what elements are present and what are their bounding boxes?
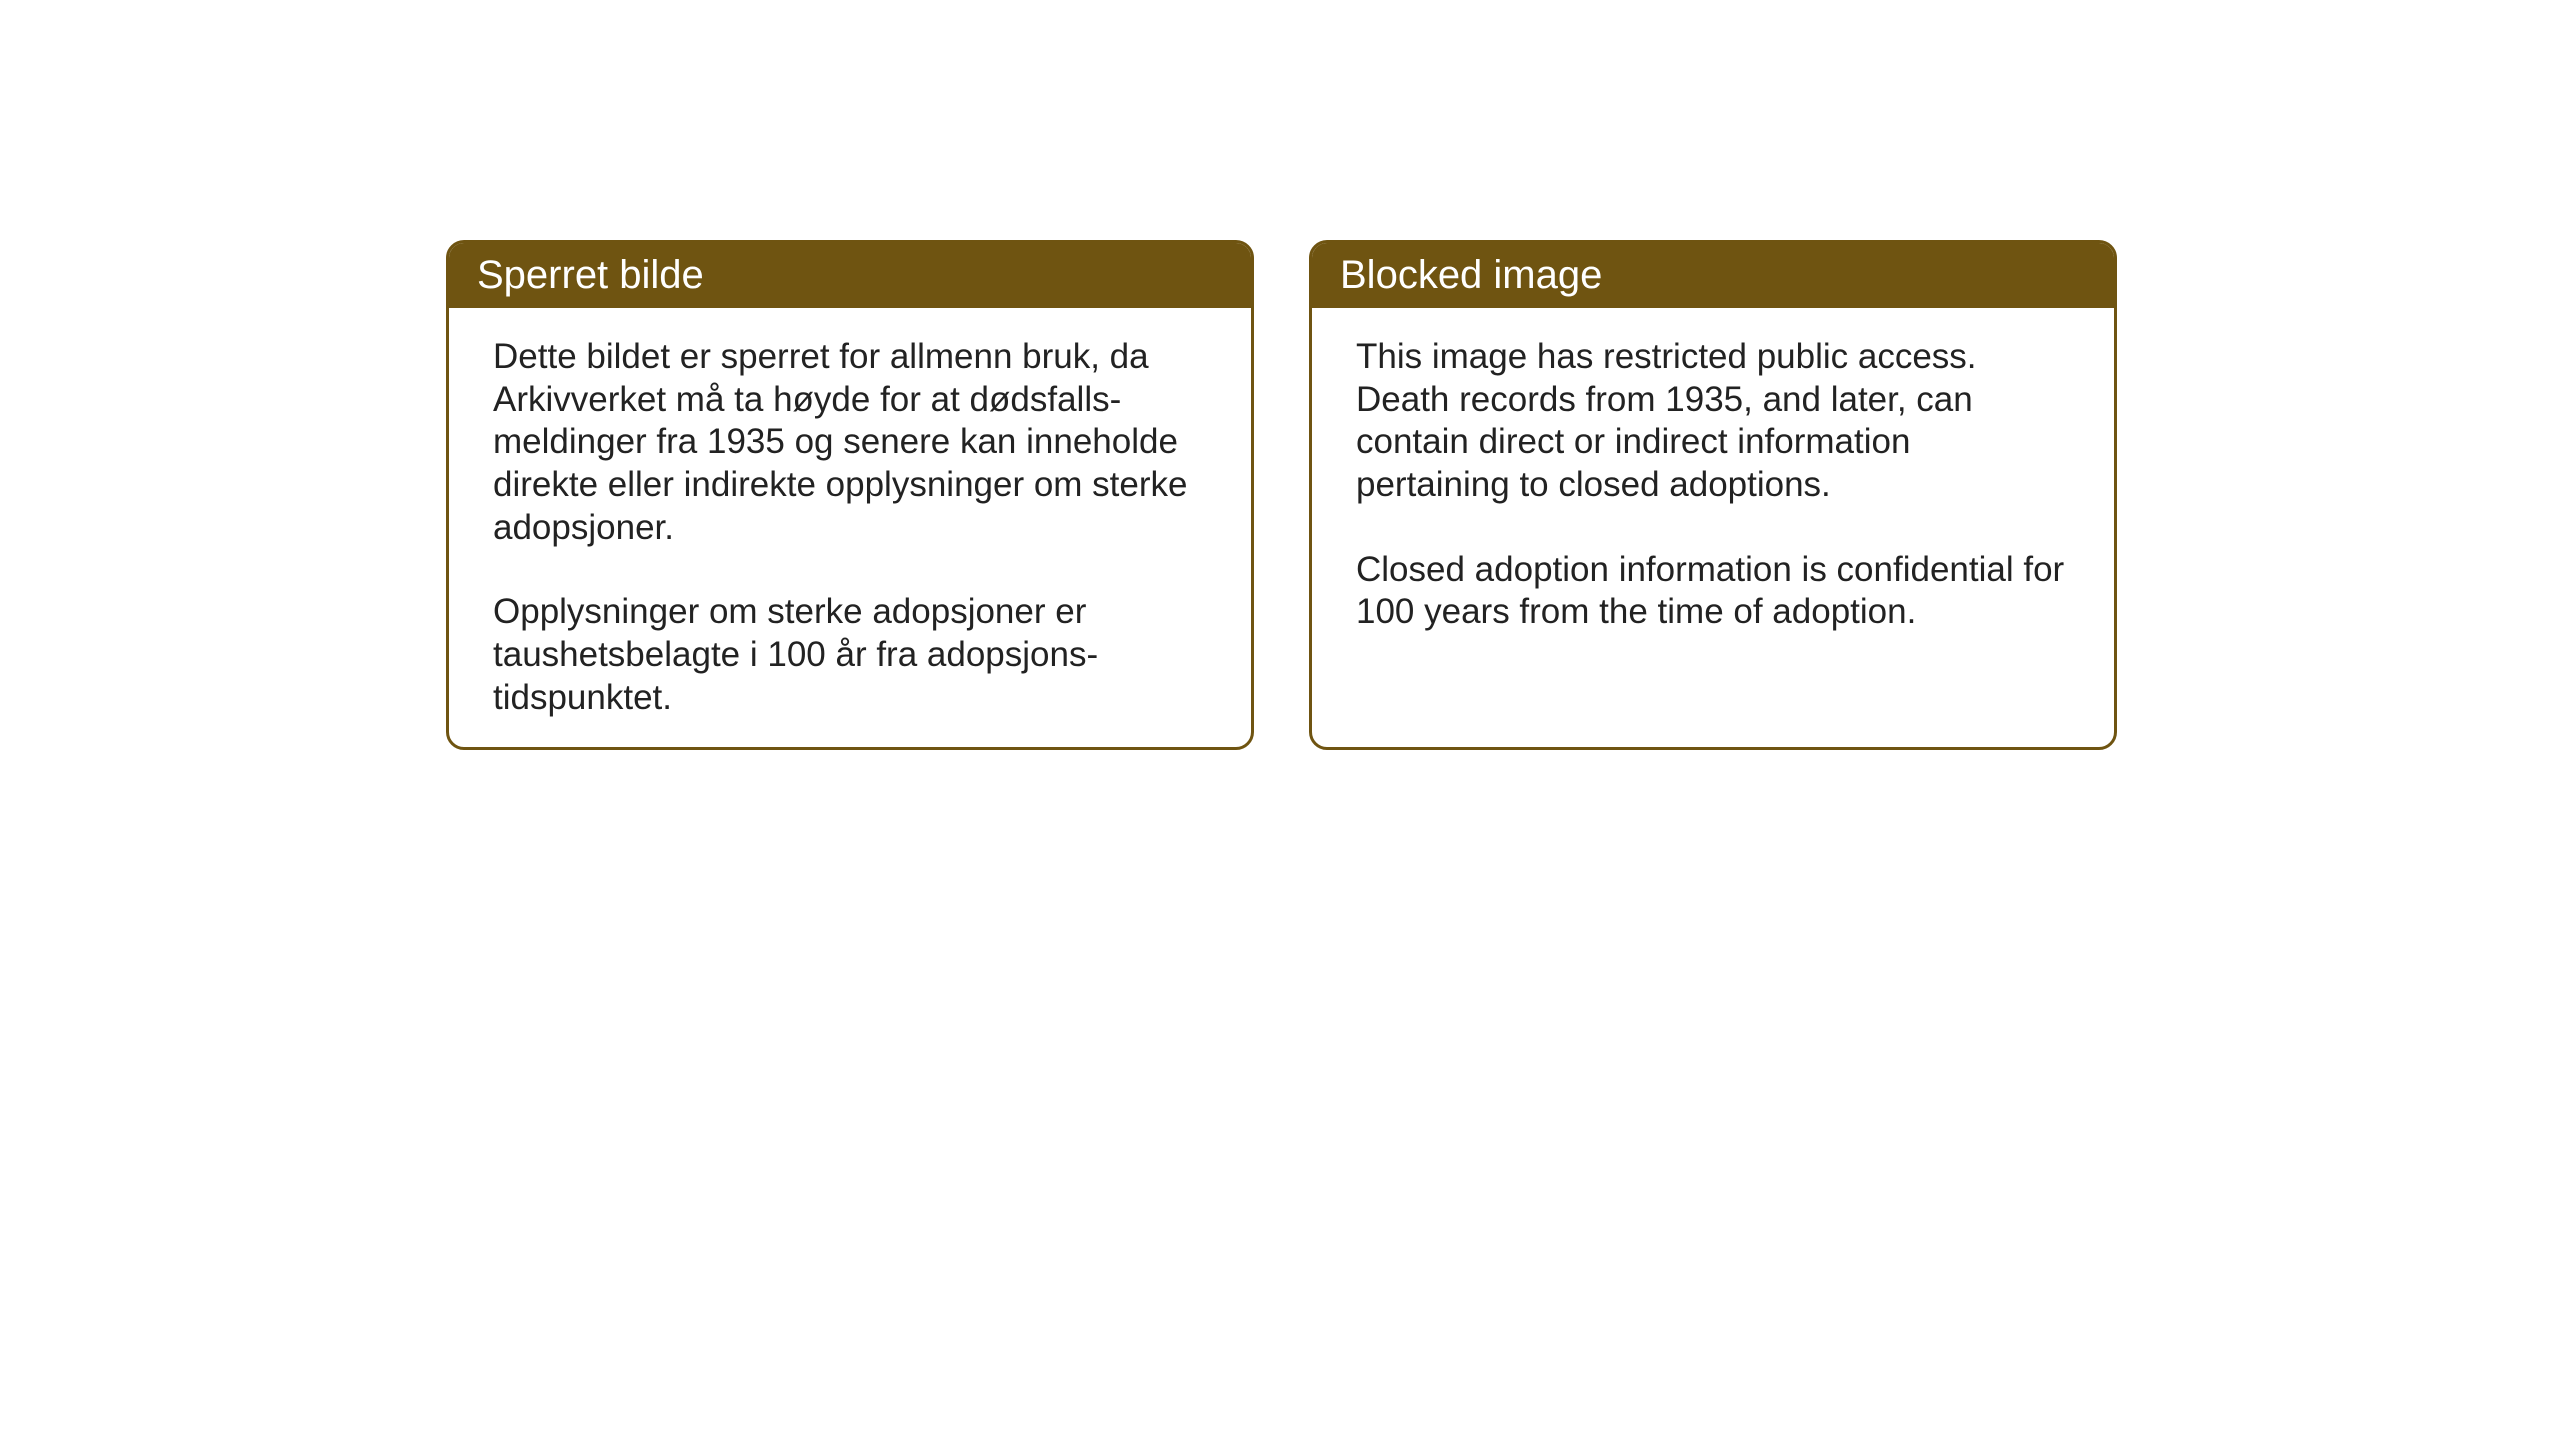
card-title-norwegian: Sperret bilde	[477, 253, 704, 297]
notice-container: Sperret bilde Dette bildet er sperret fo…	[446, 240, 2117, 750]
card-body-english: This image has restricted public access.…	[1312, 308, 2114, 662]
card-paragraph-english-2: Closed adoption information is confident…	[1356, 549, 2070, 634]
card-header-norwegian: Sperret bilde	[449, 243, 1251, 308]
card-body-norwegian: Dette bildet er sperret for allmenn bruk…	[449, 308, 1251, 748]
card-header-english: Blocked image	[1312, 243, 2114, 308]
card-paragraph-norwegian-1: Dette bildet er sperret for allmenn bruk…	[493, 336, 1207, 549]
notice-card-norwegian: Sperret bilde Dette bildet er sperret fo…	[446, 240, 1254, 750]
card-paragraph-norwegian-2: Opplysninger om sterke adopsjoner er tau…	[493, 591, 1207, 719]
card-paragraph-english-1: This image has restricted public access.…	[1356, 336, 2070, 507]
card-title-english: Blocked image	[1340, 253, 1602, 297]
notice-card-english: Blocked image This image has restricted …	[1309, 240, 2117, 750]
